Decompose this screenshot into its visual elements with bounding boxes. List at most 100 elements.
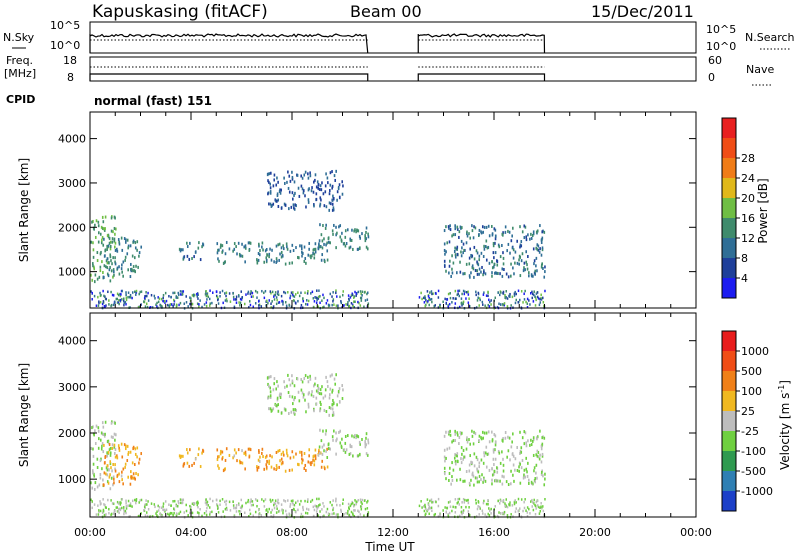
power-cell-466 [350, 238, 353, 242]
velocity-cell-87 [134, 452, 137, 456]
velocity-cell-378 [269, 386, 271, 390]
power-cell-175 [201, 245, 203, 249]
power-cell-681 [451, 267, 453, 271]
velocity-cell-112 [114, 469, 117, 473]
velocity-cell-1154 [116, 506, 119, 509]
power-cell-627 [524, 225, 527, 229]
power-cell-209 [244, 260, 246, 264]
velocity-cell-254 [220, 449, 222, 453]
velocity-cell-593 [494, 479, 496, 483]
velocity-cell-1001 [215, 498, 218, 502]
power-cell-1374 [498, 302, 500, 306]
power-cell-1020 [185, 301, 188, 304]
power-cell-735 [526, 267, 529, 271]
velocity-cell-1252 [531, 505, 534, 508]
velocity-cell-1356 [465, 499, 468, 502]
velocity-cell-863 [160, 506, 163, 509]
velocity-cell-1177 [233, 506, 235, 510]
power-cell-300 [300, 244, 303, 248]
power-cell-1286 [542, 301, 545, 304]
power-cell-278 [324, 260, 326, 264]
velocity-cell-1420 [426, 498, 429, 501]
velocity-cell-1141 [275, 504, 278, 508]
velocity-cell-607 [508, 436, 511, 440]
velocity-cell-1100 [135, 501, 137, 505]
velocity-cell-1214 [179, 501, 182, 505]
velocity-cell-576 [507, 435, 509, 439]
power-cell-393 [293, 206, 295, 210]
power-cell-688 [520, 244, 523, 248]
power-cell-207 [282, 247, 285, 251]
power-cell-401 [331, 186, 333, 190]
velocity-cell-1258 [423, 505, 425, 508]
velocity-cell-1346 [510, 513, 512, 516]
velocity-cell-893 [337, 513, 339, 516]
velocity-cell-805 [315, 510, 318, 513]
power-cell-119 [125, 238, 127, 242]
velocity-cell-296 [218, 466, 220, 470]
velocity-cell-516 [351, 434, 353, 438]
power-cell-108 [118, 272, 121, 276]
power-cell-1093 [364, 299, 367, 302]
power-cell-11 [93, 265, 95, 269]
velocity-cell-615 [519, 451, 521, 455]
power-cell-406 [270, 204, 273, 208]
power-cell-1388 [447, 305, 449, 309]
power-cell-1144 [140, 303, 142, 306]
velocity-cell-310 [315, 389, 318, 393]
power-cell-230 [318, 242, 320, 246]
power-cell-1373 [457, 292, 459, 296]
power-cell-208 [313, 252, 316, 256]
power-cell-958 [173, 303, 175, 306]
power-cell-1425 [429, 298, 432, 301]
power-cell-737 [478, 272, 480, 276]
velocity-cell-890 [325, 510, 328, 514]
power-cell-1153 [121, 289, 123, 293]
velocity-cell-1391 [497, 499, 499, 503]
velocity-cell-998 [291, 501, 294, 505]
velocity-block-3 [722, 431, 736, 451]
velocity-cell-799 [122, 508, 125, 511]
velocity-cell-766 [446, 447, 449, 451]
velocity-cell-694 [478, 438, 480, 442]
velocity-cell-130 [109, 473, 111, 477]
velocity-cell-592 [521, 436, 524, 440]
velocity-cell-578 [487, 452, 490, 456]
power-cell-1070 [112, 294, 115, 297]
power-cell-895 [250, 295, 253, 298]
power-cell-816 [91, 297, 93, 301]
velocity-cell-1016 [318, 497, 320, 501]
power-cell-601 [471, 229, 474, 233]
power-cell-973 [162, 299, 164, 303]
power-cell-1197 [189, 296, 191, 299]
power-cell-646 [456, 252, 459, 256]
power-cell-259 [278, 258, 280, 262]
velocity-cell-543 [535, 471, 537, 475]
power-cell-371 [307, 172, 309, 176]
velocity-cell-149 [132, 445, 135, 449]
velocity-cell-575 [462, 448, 465, 452]
velocity-cell-1220 [196, 501, 198, 504]
power-cell-440 [276, 192, 279, 196]
velocity-cell-866 [274, 502, 277, 505]
power-cell-1380 [490, 299, 492, 302]
power-cell-706 [493, 262, 496, 266]
velocity-cell-1421 [505, 498, 508, 501]
velocity-cell-314 [317, 390, 320, 394]
power-cell-249 [264, 249, 267, 253]
power-cell-322 [267, 179, 269, 183]
power-cell-173 [194, 250, 197, 254]
power-cell-1176 [232, 292, 234, 295]
velocity-cell-911 [312, 505, 315, 509]
power-cell-55 [102, 270, 104, 274]
power-cell-347 [338, 183, 341, 187]
power-cell-224 [314, 250, 317, 254]
velocity-cell-1150 [211, 510, 213, 514]
velocity-cell-444 [283, 380, 285, 384]
velocity-cell-1269 [533, 498, 535, 502]
power-cell-405 [310, 189, 313, 193]
power-cell-749 [527, 255, 529, 259]
velocity-cell-937 [125, 505, 128, 508]
velocity-cell-401 [331, 390, 333, 394]
velocity-cell-670 [485, 445, 488, 449]
